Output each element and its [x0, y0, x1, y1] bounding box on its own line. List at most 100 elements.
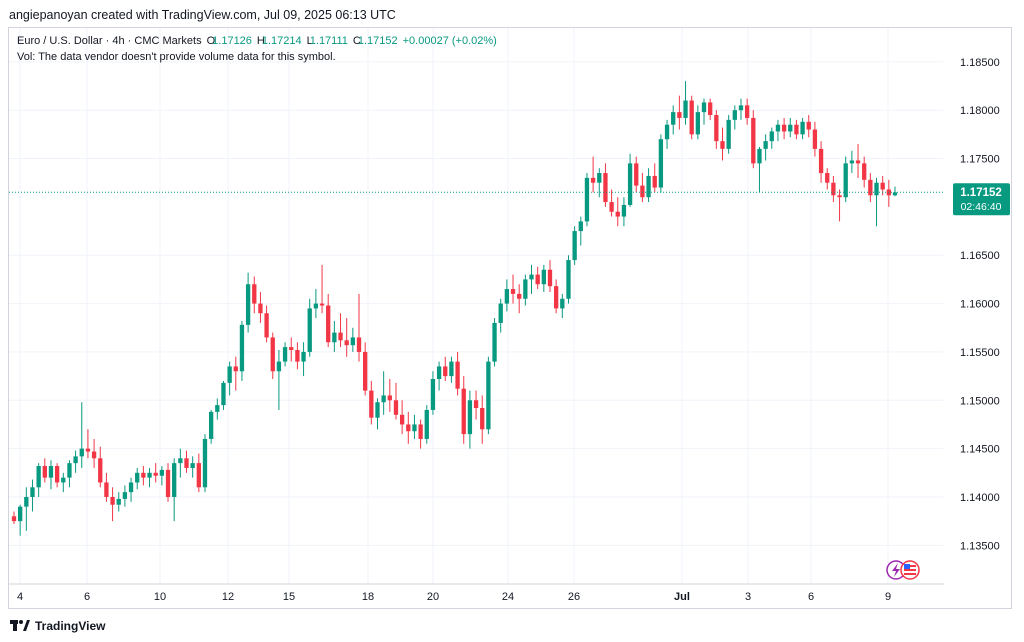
candle-body — [313, 303, 319, 309]
candle — [818, 141, 824, 183]
candle — [307, 298, 312, 357]
candle-body — [338, 332, 343, 341]
candle — [85, 429, 91, 459]
time-tick-label: 12 — [222, 591, 234, 603]
price-tick-label: 1.13500 — [960, 540, 1000, 552]
candle-body — [714, 115, 719, 142]
candle — [338, 313, 343, 348]
time-axis[interactable]: 4 6 10 12 15 18 20 24 26 Jul 3 6 9 — [9, 583, 944, 603]
candle — [806, 115, 811, 138]
price-tick-label: 1.15000 — [960, 395, 1000, 407]
candle-body — [307, 308, 312, 352]
candle — [480, 395, 485, 444]
candle — [732, 105, 737, 130]
candle-body — [831, 182, 836, 196]
candle — [621, 197, 627, 227]
candle-body — [880, 182, 885, 190]
candle — [504, 279, 510, 312]
symbol-description[interactable]: Euro / U.S. Dollar · 4h · CMC Markets — [17, 35, 202, 47]
time-tick-label: 24 — [502, 591, 514, 603]
candle — [381, 371, 386, 415]
low-value: 1.17111 — [309, 35, 348, 47]
candle-body — [18, 506, 23, 522]
candle — [110, 487, 115, 522]
candle — [233, 356, 238, 391]
candle-body — [560, 298, 565, 309]
candle-body — [449, 361, 454, 377]
time-tick-label: 4 — [17, 591, 23, 603]
candle — [541, 264, 546, 292]
candle — [54, 463, 60, 488]
candle — [517, 284, 522, 314]
candle — [652, 163, 657, 193]
candle — [886, 179, 891, 207]
candle — [24, 487, 29, 531]
candle-body — [683, 100, 688, 118]
candle-body — [91, 451, 97, 459]
candle — [486, 356, 491, 435]
candle-body — [677, 112, 682, 118]
candle — [98, 446, 103, 488]
time-tick-label: 3 — [745, 591, 751, 603]
candle — [313, 289, 319, 319]
last-price-label: 1.17152 02:46:40 — [953, 183, 1010, 216]
candle — [837, 189, 842, 222]
price-tick-label: 1.15500 — [960, 347, 1000, 359]
last-price-label-bg — [953, 183, 1010, 216]
candle-body — [326, 305, 331, 343]
candle-body — [547, 269, 553, 287]
candle — [701, 98, 707, 125]
time-tick-label: 20 — [427, 591, 439, 603]
price-tick-label: 1.18500 — [960, 57, 1000, 69]
candle-body — [270, 337, 275, 372]
time-tick-label: Jul — [674, 591, 690, 603]
candle — [350, 327, 356, 352]
candle-body — [79, 448, 84, 457]
candle — [369, 380, 374, 425]
candle — [615, 197, 620, 227]
candle — [831, 175, 836, 203]
candle-body — [732, 110, 737, 120]
candle — [658, 134, 664, 193]
candle — [172, 458, 177, 522]
candle — [430, 371, 436, 415]
open-label: O — [206, 35, 216, 47]
candle — [202, 434, 208, 493]
tradingview-logo[interactable]: TradingView — [10, 619, 105, 633]
candle — [387, 379, 392, 412]
candle — [892, 186, 898, 197]
candle — [461, 376, 466, 444]
candle — [800, 117, 805, 140]
candle-body — [553, 286, 559, 309]
candle-body — [590, 177, 596, 183]
candle-body — [671, 112, 676, 125]
candle-body — [738, 105, 744, 111]
candle — [221, 380, 226, 410]
candle-body — [455, 361, 460, 389]
grid-lines — [9, 28, 944, 584]
candle-body — [862, 163, 867, 180]
candle-body — [239, 324, 245, 372]
candle-body — [480, 408, 485, 430]
candle-body — [282, 347, 288, 362]
candle-body — [529, 274, 534, 280]
high-label: H — [256, 35, 265, 47]
candle — [326, 293, 331, 348]
candle-body — [763, 141, 768, 149]
candle-body — [769, 131, 774, 142]
candle — [553, 279, 559, 314]
candle-body — [399, 414, 405, 425]
price-axis[interactable]: 1.18500 1.18000 1.17500 1.16500 1.16000 1.155… — [943, 28, 1000, 584]
candle-body — [855, 160, 861, 164]
candle — [708, 98, 713, 120]
us-flag-icon[interactable] — [900, 560, 920, 580]
candle-body — [350, 337, 356, 346]
candle — [61, 472, 66, 493]
candle-body — [54, 466, 60, 483]
candle — [424, 405, 429, 444]
event-icons[interactable] — [886, 560, 920, 580]
price-tick-label: 1.17500 — [960, 154, 1000, 166]
candle-body — [849, 160, 855, 164]
chart-frame — [8, 27, 1012, 609]
